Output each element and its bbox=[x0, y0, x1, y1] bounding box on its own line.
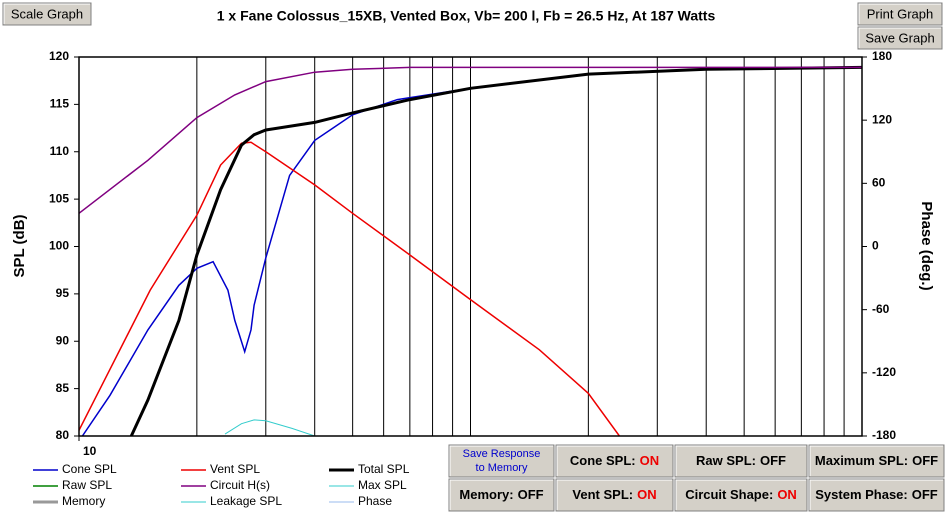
legend-label: Leakage SPL bbox=[210, 494, 282, 508]
legend-label: Vent SPL bbox=[210, 462, 260, 476]
y-tick-label: 105 bbox=[49, 191, 69, 205]
legend-label: Total SPL bbox=[358, 462, 410, 476]
button-label: Raw SPL: OFF bbox=[696, 453, 786, 468]
y-tick-label: 120 bbox=[49, 49, 69, 63]
button-face bbox=[857, 2, 943, 26]
toolbar-button[interactable]: Save Graph bbox=[857, 26, 943, 50]
y2-tick-label: -180 bbox=[872, 428, 896, 442]
control-name: Vent SPL: bbox=[572, 487, 633, 502]
button-label: Cone SPL: ON bbox=[570, 453, 659, 468]
control-state: OFF bbox=[518, 487, 544, 502]
button-face bbox=[555, 444, 674, 478]
y-tick-label: 100 bbox=[49, 239, 69, 253]
y2-tick-label: 60 bbox=[872, 176, 886, 190]
legend-label: Max SPL bbox=[358, 478, 407, 492]
chart-title: 1 x Fane Colossus_15XB, Vented Box, Vb= … bbox=[217, 8, 716, 24]
button-face bbox=[857, 26, 943, 50]
button-label: Scale Graph bbox=[11, 6, 83, 21]
curve bbox=[79, 141, 621, 436]
control-button[interactable]: Maximum SPL: OFF bbox=[808, 444, 945, 478]
button-highlight bbox=[858, 27, 941, 48]
legend-label: Memory bbox=[62, 494, 105, 508]
button-highlight bbox=[449, 445, 553, 476]
legend-label: Raw SPL bbox=[62, 478, 112, 492]
control-state: OFF bbox=[760, 453, 786, 468]
button-face bbox=[2, 2, 92, 26]
button-face bbox=[674, 444, 808, 478]
button-label: System Phase: OFF bbox=[815, 487, 938, 502]
y-tick-label: 95 bbox=[56, 286, 70, 300]
y2-axis-label: Phase (deg.) bbox=[918, 201, 935, 290]
button-highlight bbox=[3, 3, 90, 24]
control-button[interactable]: Raw SPL: OFF bbox=[674, 444, 808, 478]
button-face bbox=[674, 478, 808, 512]
y-tick-label: 85 bbox=[56, 381, 70, 395]
toolbar-button[interactable]: Scale Graph bbox=[2, 2, 92, 26]
toolbar-button[interactable]: Print Graph bbox=[857, 2, 943, 26]
button-label: Maximum SPL: OFF bbox=[815, 453, 938, 468]
control-name: Raw SPL: bbox=[696, 453, 756, 468]
control-button[interactable]: System Phase: OFF bbox=[808, 478, 945, 512]
y2-tick-label: 120 bbox=[872, 112, 892, 126]
control-name: System Phase: bbox=[815, 487, 908, 502]
control-state: OFF bbox=[912, 453, 938, 468]
y2-tick-label: 0 bbox=[872, 239, 879, 253]
control-button[interactable]: Circuit Shape: ON bbox=[674, 478, 808, 512]
button-label: Memory: OFF bbox=[459, 487, 543, 502]
button-highlight bbox=[556, 445, 672, 476]
curve bbox=[79, 66, 862, 214]
control-state: ON bbox=[777, 487, 797, 502]
y-tick-label: 80 bbox=[56, 428, 70, 442]
button-face bbox=[448, 444, 555, 478]
button-label: Print Graph bbox=[867, 6, 933, 21]
y2-tick-label: 180 bbox=[872, 49, 892, 63]
legend-label: Circuit H(s) bbox=[210, 478, 270, 492]
button-face bbox=[808, 478, 945, 512]
y-tick-label: 90 bbox=[56, 333, 70, 347]
y-tick-label: 110 bbox=[50, 144, 70, 158]
button-label: Vent SPL: ON bbox=[572, 487, 656, 502]
button-face bbox=[555, 478, 674, 512]
button-highlight bbox=[809, 479, 943, 510]
control-name: Circuit Shape: bbox=[685, 487, 773, 502]
x-tick-label: 10 bbox=[83, 444, 97, 458]
button-face bbox=[448, 478, 555, 512]
button-label: Save Response bbox=[463, 448, 541, 460]
button-highlight bbox=[858, 3, 941, 24]
control-state: ON bbox=[640, 453, 660, 468]
button-face bbox=[808, 444, 945, 478]
button-highlight bbox=[556, 479, 672, 510]
button-highlight bbox=[675, 445, 806, 476]
curve bbox=[129, 65, 862, 436]
button-highlight bbox=[449, 479, 553, 510]
control-button[interactable]: Cone SPL: ON bbox=[555, 444, 674, 478]
legend-label: Cone SPL bbox=[62, 462, 117, 476]
button-label: Save Graph bbox=[865, 30, 934, 45]
legend-label: Phase bbox=[358, 494, 392, 508]
button-label: to Memory bbox=[476, 462, 528, 474]
y-axis-label: SPL (dB) bbox=[11, 214, 28, 277]
button-highlight bbox=[675, 479, 806, 510]
y2-tick-label: -60 bbox=[872, 302, 890, 316]
curve bbox=[224, 419, 315, 436]
control-state: ON bbox=[637, 487, 657, 502]
control-state: OFF bbox=[912, 487, 938, 502]
control-name: Cone SPL: bbox=[570, 453, 636, 468]
control-name: Maximum SPL: bbox=[815, 453, 908, 468]
y2-tick-label: -120 bbox=[872, 365, 896, 379]
button-label: Circuit Shape: ON bbox=[685, 487, 797, 502]
y-tick-label: 115 bbox=[50, 97, 70, 111]
plot-frame bbox=[78, 56, 863, 437]
control-button[interactable]: Memory: OFF bbox=[448, 478, 555, 512]
control-button[interactable]: Save Response to Memory bbox=[448, 444, 555, 478]
control-name: Memory: bbox=[459, 487, 513, 502]
control-button[interactable]: Vent SPL: ON bbox=[555, 478, 674, 512]
button-highlight bbox=[809, 445, 943, 476]
